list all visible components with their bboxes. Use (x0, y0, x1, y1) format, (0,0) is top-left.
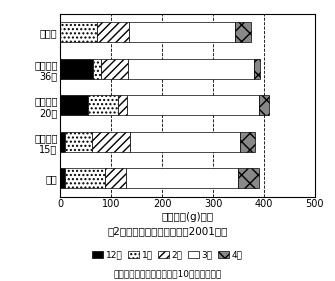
Bar (97, 22, 129, 42)
Bar (127, 168, 238, 189)
Bar (129, 22, 236, 42)
Bar (238, 168, 259, 189)
X-axis label: 可販収量(g)／株: 可販収量(g)／株 (161, 212, 214, 222)
Bar (92, 132, 130, 152)
Bar (259, 95, 269, 115)
Text: 囲2　月別の可販収量／株（2001年）: 囲2 月別の可販収量／株（2001年） (107, 226, 228, 236)
Bar (101, 59, 128, 79)
Bar (105, 168, 127, 189)
Bar (128, 59, 254, 79)
Bar (254, 59, 260, 79)
Text: 注）休眠打破株から採苗、10個体の平均値: 注）休眠打破株から採苗、10個体の平均値 (113, 269, 222, 278)
Bar (93, 59, 101, 79)
Bar (65, 132, 92, 152)
Bar (236, 22, 251, 42)
Bar (60, 95, 88, 115)
Bar (118, 95, 127, 115)
Bar (60, 59, 93, 79)
Bar (240, 132, 255, 152)
Bar (60, 168, 65, 189)
Legend: 12月, 1月, 2月, 3月, 4月: 12月, 1月, 2月, 3月, 4月 (92, 251, 243, 260)
Bar (88, 95, 118, 115)
Bar (127, 95, 259, 115)
Bar (65, 168, 105, 189)
Bar (130, 132, 240, 152)
Bar (60, 132, 65, 152)
Bar (60, 22, 97, 42)
